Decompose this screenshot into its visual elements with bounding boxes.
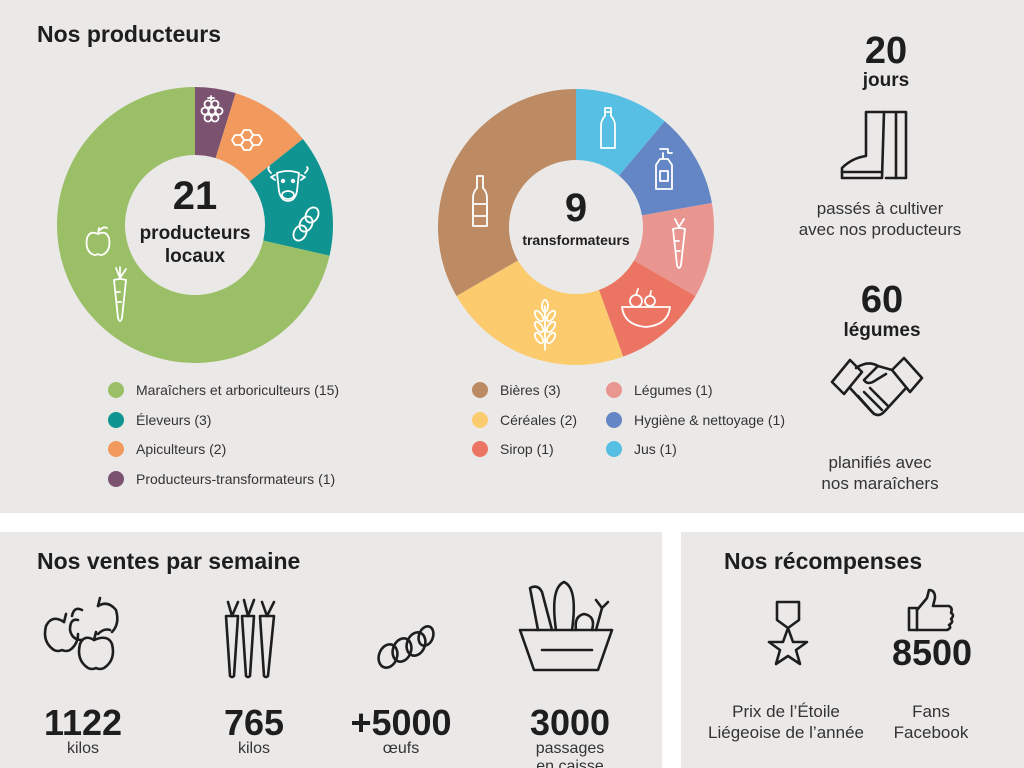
producers-legend-swatch bbox=[108, 382, 124, 398]
transformers-legend-label: Hygiène & nettoyage (1) bbox=[634, 411, 785, 428]
raspberry-icon bbox=[200, 95, 224, 123]
eggs-icon bbox=[377, 625, 435, 669]
transformers-legend-label: Céréales (2) bbox=[500, 411, 578, 428]
producers-legend-swatch bbox=[108, 470, 124, 487]
awards-title: Nos récompenses bbox=[724, 548, 923, 574]
transformers-legend-swatch bbox=[472, 382, 488, 398]
sales-eggs-unit: œufs bbox=[382, 740, 420, 757]
prize-line-2: Liégeoise de l’année bbox=[708, 723, 864, 742]
sales-carrots-unit: kilos bbox=[237, 740, 270, 757]
days-caption-1: passés à cultiver bbox=[816, 199, 944, 218]
producers-total-label-1: producteurs bbox=[139, 223, 251, 244]
sales-apples-value: 1122 bbox=[43, 702, 123, 743]
milk-bottle-icon bbox=[600, 107, 616, 149]
transformers-slice-2 bbox=[634, 203, 714, 296]
apple-icon bbox=[85, 226, 111, 256]
producers-legend-swatch bbox=[108, 441, 124, 457]
vegetables-caption-2: nos maraîchers bbox=[821, 474, 939, 493]
sales-basket-unit-2: en caisse bbox=[536, 758, 604, 768]
producers-title: Nos producteurs bbox=[37, 21, 222, 47]
apples-icon bbox=[43, 596, 119, 671]
transformers-legend-label: Bières (3) bbox=[500, 382, 561, 398]
prize-line-1: Prix de l’Étoile bbox=[732, 702, 840, 721]
carrot-small-icon bbox=[672, 218, 686, 269]
transformers-slice-3 bbox=[598, 260, 696, 357]
days-caption-2: avec nos producteurs bbox=[798, 220, 962, 239]
carrot-icon bbox=[113, 266, 127, 322]
honeycomb-icon bbox=[231, 129, 263, 151]
thumbs-up-icon bbox=[907, 588, 955, 632]
sales-basket-value: 3000 bbox=[529, 702, 611, 743]
spray-bottle-icon bbox=[655, 148, 673, 190]
sales-basket-unit: passages bbox=[535, 740, 605, 757]
producers-legend-label: Maraîchers et arboriculteurs (15) bbox=[136, 382, 340, 398]
vegetables-caption-1: planifiés avec bbox=[828, 453, 932, 472]
transformers-legend-label: Sirop (1) bbox=[500, 441, 554, 457]
transformers-legend-swatch bbox=[606, 411, 622, 428]
sales-carrots-value: 765 bbox=[223, 702, 285, 743]
transformers-legend-swatch bbox=[472, 411, 488, 428]
cow-icon bbox=[267, 166, 309, 202]
sales-panel: Nos ventes par semaine bbox=[0, 532, 662, 768]
transformers-legend-label: Légumes (1) bbox=[634, 382, 713, 398]
producers-total-label-2: locaux bbox=[164, 246, 226, 267]
transformers-legend-swatch bbox=[472, 441, 488, 457]
producers-legend-label: Producteurs-transformateurs (1) bbox=[136, 470, 336, 487]
days-unit: jours bbox=[862, 70, 910, 91]
vegetables-unit: légumes bbox=[843, 320, 921, 341]
awards-panel: Nos récompenses 8500 Prix de l’Étoile Li… bbox=[681, 532, 1024, 768]
eggs-small-icon bbox=[292, 206, 320, 242]
transformers-legend-label: Jus (1) bbox=[634, 441, 677, 457]
transformers-slice-0 bbox=[576, 89, 665, 176]
boots-icon bbox=[840, 110, 908, 180]
producers-slice-1 bbox=[215, 93, 303, 182]
producers-legend-label: Apiculteurs (2) bbox=[136, 441, 227, 457]
producers-legend-label: Éleveurs (3) bbox=[136, 411, 212, 428]
sales-apples-unit: kilos bbox=[66, 740, 99, 757]
beer-bottle-icon bbox=[472, 175, 488, 227]
handshake-icon bbox=[830, 356, 924, 417]
transformers-legend: Bières (3) Céréales (2) Sirop (1) Légumes (… bbox=[472, 380, 812, 500]
star-medal-icon bbox=[767, 600, 809, 666]
days-number: 20 bbox=[864, 30, 908, 72]
transformers-total: 9 bbox=[564, 186, 588, 230]
producers-total: 21 bbox=[172, 174, 218, 218]
transformers-slice-5 bbox=[438, 89, 576, 296]
carrots-icon bbox=[224, 598, 276, 679]
producers-legend-swatch bbox=[108, 411, 124, 428]
transformers-legend-swatch bbox=[606, 382, 622, 398]
transformers-legend-swatch bbox=[606, 441, 622, 457]
transformers-slice-1 bbox=[619, 121, 712, 216]
sales-title: Nos ventes par semaine bbox=[37, 548, 301, 574]
wheat-icon bbox=[533, 299, 557, 351]
producers-panel: Nos producteurs 21 producteurs locaux bbox=[0, 0, 1024, 513]
transformers-total-block: 9 transformateurs bbox=[511, 188, 641, 247]
transformers-total-label: transformateurs bbox=[522, 232, 630, 248]
producers-total-block: 21 producteurs locaux bbox=[120, 176, 270, 268]
basket-icon bbox=[518, 580, 614, 672]
fans-number: 8500 bbox=[891, 632, 973, 673]
fruit-bowl-icon bbox=[621, 288, 671, 328]
producers-legend: Maraîchers et arboriculteurs (15) Éleveur… bbox=[108, 380, 408, 500]
fans-line-2: Facebook bbox=[893, 723, 969, 742]
sales-eggs-value: +5000 bbox=[350, 702, 452, 743]
fans-line-1: Fans bbox=[912, 702, 950, 721]
vegetables-number: 60 bbox=[860, 279, 904, 321]
